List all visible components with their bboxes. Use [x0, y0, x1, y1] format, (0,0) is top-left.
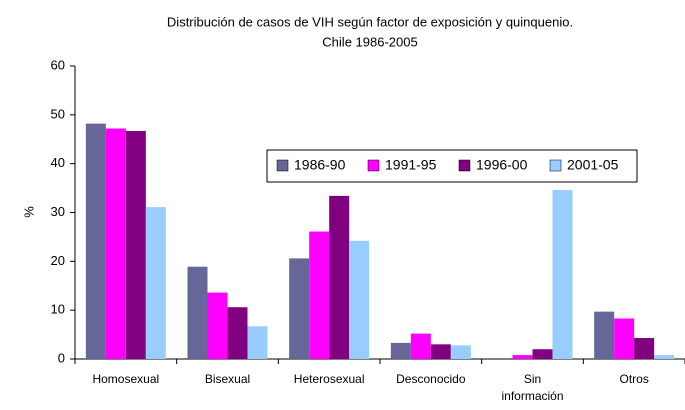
- legend-swatch: [276, 159, 289, 172]
- bar: [614, 318, 635, 359]
- y-tick-label: 0: [58, 350, 65, 365]
- bar: [187, 266, 208, 359]
- legend-box: [266, 149, 638, 183]
- legend-label: 2001-05: [567, 157, 619, 173]
- bar: [634, 338, 655, 359]
- bar: [512, 355, 533, 359]
- legend-label: 1996-00: [476, 157, 528, 173]
- bar: [309, 231, 330, 359]
- x-tick-label: Heterosexual: [293, 372, 365, 386]
- bar: [450, 345, 471, 359]
- y-tick-label: 30: [51, 204, 65, 219]
- y-axis-label: %: [21, 206, 36, 218]
- bar: [289, 258, 310, 359]
- y-tick-label: 60: [51, 57, 65, 72]
- y-tick-label: 20: [51, 253, 65, 268]
- legend-swatch: [367, 159, 380, 172]
- bar: [247, 326, 268, 359]
- x-tick-label: Bisexual: [204, 372, 251, 386]
- x-tick-label: Homosexual: [92, 372, 160, 386]
- bar: [552, 190, 573, 359]
- bar: [390, 342, 411, 359]
- x-tick-label: Otros: [619, 372, 649, 386]
- bar: [594, 311, 615, 359]
- x-tick-label: Sin información: [501, 372, 564, 403]
- y-tick-label: 50: [51, 106, 65, 121]
- bar: [207, 292, 228, 359]
- bar: [145, 207, 166, 359]
- legend-swatch: [549, 159, 562, 172]
- chart-title: Chile 1986-2005: [322, 34, 417, 49]
- y-tick-label: 10: [51, 302, 65, 317]
- legend-label: 1986-90: [294, 157, 346, 173]
- bar: [349, 240, 370, 359]
- x-tick-label: Desconocido: [396, 372, 466, 386]
- bar: [430, 344, 451, 359]
- bar: [227, 307, 248, 359]
- bar: [125, 130, 146, 359]
- bar: [654, 355, 675, 359]
- legend-label: 1991-95: [385, 157, 437, 173]
- bar: [85, 123, 106, 359]
- bar: [532, 349, 553, 359]
- bar: [410, 333, 431, 359]
- y-tick-label: 40: [51, 155, 65, 170]
- bar: [329, 195, 350, 359]
- chart-title: Distribución de casos de VIH según facto…: [167, 14, 573, 29]
- legend-swatch: [458, 159, 471, 172]
- bar: [105, 128, 126, 359]
